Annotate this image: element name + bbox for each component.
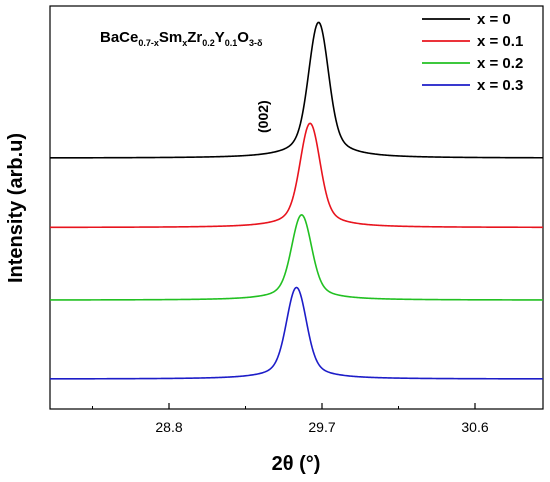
formula-subscript: 3-δ [249,38,263,48]
x-tick-label-1: 29.7 [308,419,335,435]
x-tick-label-2: 30.6 [461,419,488,435]
x-axis-ticks: 28.8 29.7 30.6 [92,403,489,435]
formula-subscript: 0.1 [225,38,238,48]
legend-label-0: x = 0 [477,11,511,28]
series-layer [49,21,544,380]
series-line-0 [49,21,543,159]
x-axis-label: 2θ (°) [272,453,321,475]
formula-part: Sm [159,29,182,46]
formula-subscript: x [182,38,187,48]
x-tick-label-0: 28.8 [155,419,182,435]
series-line-2 [49,214,543,301]
formula-part: O [237,29,249,46]
formula-part: BaCe [100,29,138,46]
formula-label: BaCe0.7-xSmxZr0.2Y0.1O3-δ [100,29,263,48]
legend-label-1: x = 0.1 [477,33,523,50]
formula-subscript: 0.7-x [138,38,159,48]
formula-subscript: 0.2 [202,38,215,48]
formula-part: Y [215,29,225,46]
plot-frame [49,5,544,410]
series-line-1 [49,122,544,229]
y-axis-label: Intensity (arb.u) [5,133,27,283]
legend-label-2: x = 0.2 [477,55,523,72]
peak-label: (002) [255,100,271,133]
legend: x = 0 x = 0.1 x = 0.2 x = 0.3 [422,11,523,94]
formula-part: Zr [187,29,202,46]
legend-label-3: x = 0.3 [477,77,523,94]
series-line-3 [50,286,543,380]
